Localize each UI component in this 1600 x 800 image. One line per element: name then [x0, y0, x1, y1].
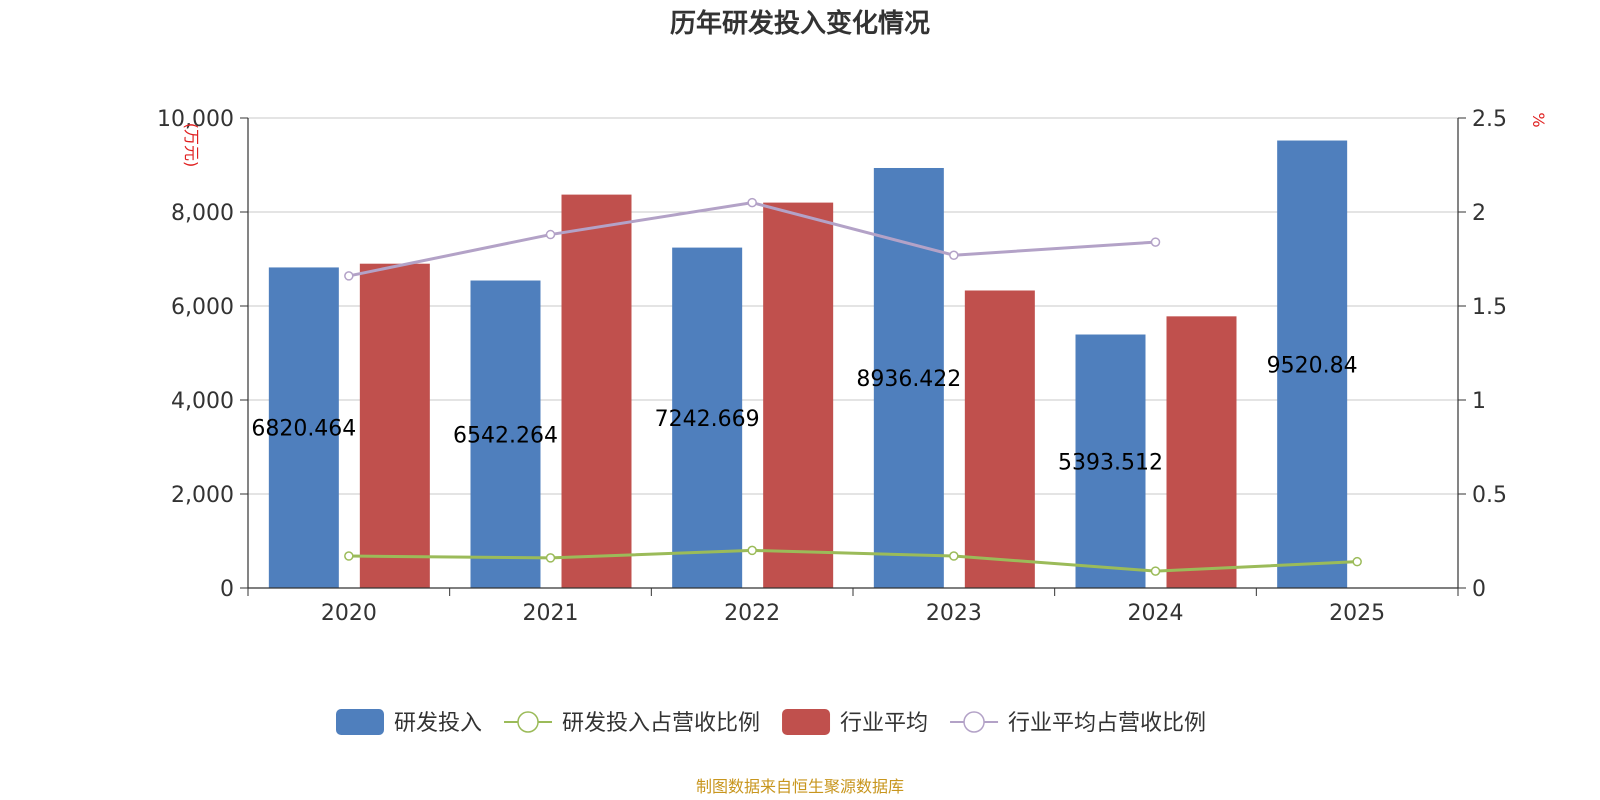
bar [1075, 334, 1146, 588]
line-point [545, 229, 556, 240]
bar [1166, 316, 1237, 588]
legend-swatch [336, 709, 384, 735]
bar-data-label: 8936.422 [856, 367, 961, 392]
bar-data-label: 5393.512 [1058, 450, 1163, 475]
line-point [747, 545, 757, 556]
legend-swatch [782, 709, 831, 735]
line-point [949, 551, 959, 561]
bar-data-label: 6820.464 [251, 417, 356, 442]
legend-label: 行业平均占营收比例 [1008, 711, 1206, 736]
bar-data-label: 9520.84 [1267, 353, 1358, 378]
bar [763, 202, 834, 588]
bar [672, 247, 743, 589]
line-point [1150, 566, 1161, 576]
axes: 0 0 2,000 0.5 4,000 1 6,000 1.5 8,000 2 10,000 2.5 (… [157, 107, 1548, 626]
left-tick-label: 6,000 [171, 295, 234, 320]
right-tick-label: 2.5 [1472, 107, 1507, 132]
line-point [344, 271, 354, 281]
left-axis-unit: (万元) [182, 123, 201, 168]
bar-data-label: 6542.264 [453, 423, 558, 448]
left-tick-label: 2,000 [171, 483, 234, 508]
x-tick-label: 2024 [1128, 601, 1184, 626]
legend-marker [517, 711, 539, 733]
right-tick-label: 0 [1472, 577, 1486, 602]
legend-label: 研发投入 [394, 711, 482, 736]
legend-label: 研发投入占营收比例 [562, 711, 760, 736]
x-tick-label: 2025 [1329, 601, 1385, 626]
series-line [348, 548, 1358, 573]
x-tick-label: 2023 [926, 601, 982, 626]
grid-lines [248, 117, 1458, 495]
line-point [545, 553, 556, 563]
line-point [344, 551, 354, 561]
right-tick-label: 1 [1472, 389, 1486, 414]
line-point [1150, 237, 1161, 247]
bar [359, 263, 430, 588]
legend-marker [963, 711, 985, 733]
chart-title: 历年研发投入变化情况 [670, 8, 930, 39]
bar [1277, 140, 1348, 589]
series-line [348, 201, 1156, 278]
line-point [1352, 556, 1362, 567]
lines [344, 197, 1362, 576]
bars [268, 140, 1348, 589]
x-tick-label: 2020 [321, 601, 377, 626]
right-tick-label: 1.5 [1472, 295, 1507, 320]
data-labels: 6820.464 6542.264 7242.669 8936.422 5393.512… [251, 353, 1357, 475]
bar [470, 280, 541, 588]
x-tick-label: 2022 [724, 601, 780, 626]
bar [561, 194, 632, 589]
right-axis-unit: % [1529, 112, 1548, 127]
line-point [949, 250, 959, 260]
bar [964, 290, 1035, 588]
legend: 研发投入 研发投入占营收比例 行业平均 行业平均占营收比例 [336, 709, 1206, 736]
left-tick-label: 4,000 [171, 389, 234, 414]
left-tick-label: 0 [220, 577, 234, 602]
x-tick-label: 2021 [523, 601, 579, 626]
bar [268, 267, 339, 588]
legend-label: 行业平均 [840, 711, 928, 736]
source-note: 制图数据来自恒生聚源数据库 [696, 777, 904, 796]
left-tick-label: 8,000 [171, 201, 234, 226]
left-tick-label: 10,000 [157, 107, 234, 132]
bar-data-label: 7242.669 [655, 407, 760, 432]
right-tick-label: 0.5 [1472, 483, 1507, 508]
right-tick-label: 2 [1472, 201, 1486, 226]
line-point [747, 197, 757, 208]
